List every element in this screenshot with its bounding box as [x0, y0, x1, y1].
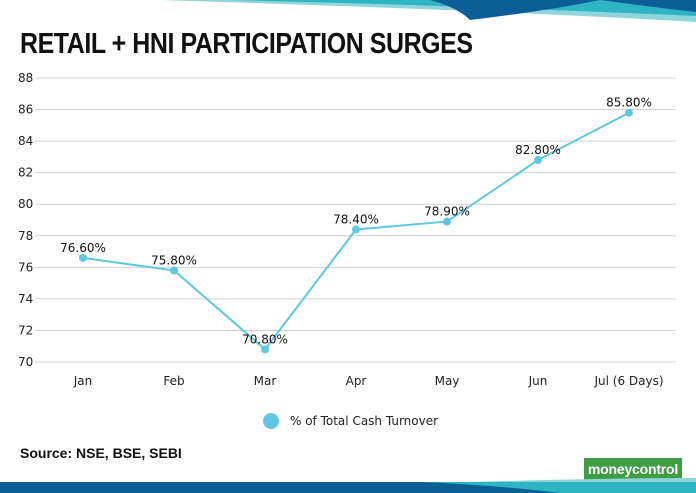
data-label: 70.80%: [242, 332, 288, 346]
data-point: [443, 217, 451, 226]
legend-label: % of Total Cash Turnover: [290, 414, 439, 428]
data-point: [170, 266, 178, 275]
x-tick-label: May: [435, 374, 460, 388]
chart-title: RETAIL + HNI PARTICIPATION SURGES: [20, 28, 473, 60]
x-tick-label: Apr: [346, 374, 367, 388]
data-point: [79, 253, 87, 262]
data-labels: 76.60% 75.80% 70.80% 78.40% 78.90% 82.80% 85.8…: [60, 96, 652, 347]
data-label: 85.80%: [606, 96, 652, 110]
y-tick-label: 74: [18, 292, 33, 306]
data-points: [79, 108, 633, 354]
logo-text-control: control: [632, 461, 679, 477]
data-label: 78.40%: [333, 212, 379, 226]
legend-marker: [263, 413, 279, 429]
grid-lines: [35, 77, 676, 363]
data-point: [352, 225, 360, 234]
y-tick-label: 88: [18, 71, 33, 85]
y-tick-label: 80: [18, 197, 33, 211]
data-point: [625, 108, 633, 117]
header-decoration: [160, 0, 696, 22]
y-tick-label: 82: [18, 166, 33, 180]
logo-text-money: money: [587, 461, 633, 477]
moneycontrol-logo: money control: [584, 458, 682, 480]
data-label: 82.80%: [515, 143, 561, 157]
data-label: 78.90%: [424, 205, 470, 219]
x-tick-label: Mar: [254, 374, 277, 388]
footer-decoration: [0, 478, 696, 493]
data-point: [261, 345, 269, 354]
legend: % of Total Cash Turnover: [263, 410, 438, 432]
x-axis-ticks: Jan Feb Mar Apr May Jun Jul (6 Days): [73, 374, 664, 388]
x-tick-label: Feb: [163, 374, 184, 388]
y-tick-label: 76: [18, 260, 33, 274]
data-label: 76.60%: [60, 241, 106, 255]
y-tick-label: 70: [18, 355, 33, 369]
data-label: 75.80%: [151, 253, 197, 267]
y-tick-label: 84: [18, 134, 33, 148]
x-tick-label: Jul (6 Days): [593, 374, 663, 388]
y-tick-label: 78: [18, 229, 33, 243]
y-axis-ticks: 70 72 74 76 78 80 82 84 86 88: [18, 71, 33, 369]
y-tick-label: 86: [18, 103, 33, 117]
source-note: Source: NSE, BSE, SEBI: [20, 445, 182, 461]
data-point: [534, 156, 542, 165]
x-tick-label: Jun: [528, 374, 548, 388]
y-tick-label: 72: [18, 323, 33, 337]
x-tick-label: Jan: [73, 374, 93, 388]
